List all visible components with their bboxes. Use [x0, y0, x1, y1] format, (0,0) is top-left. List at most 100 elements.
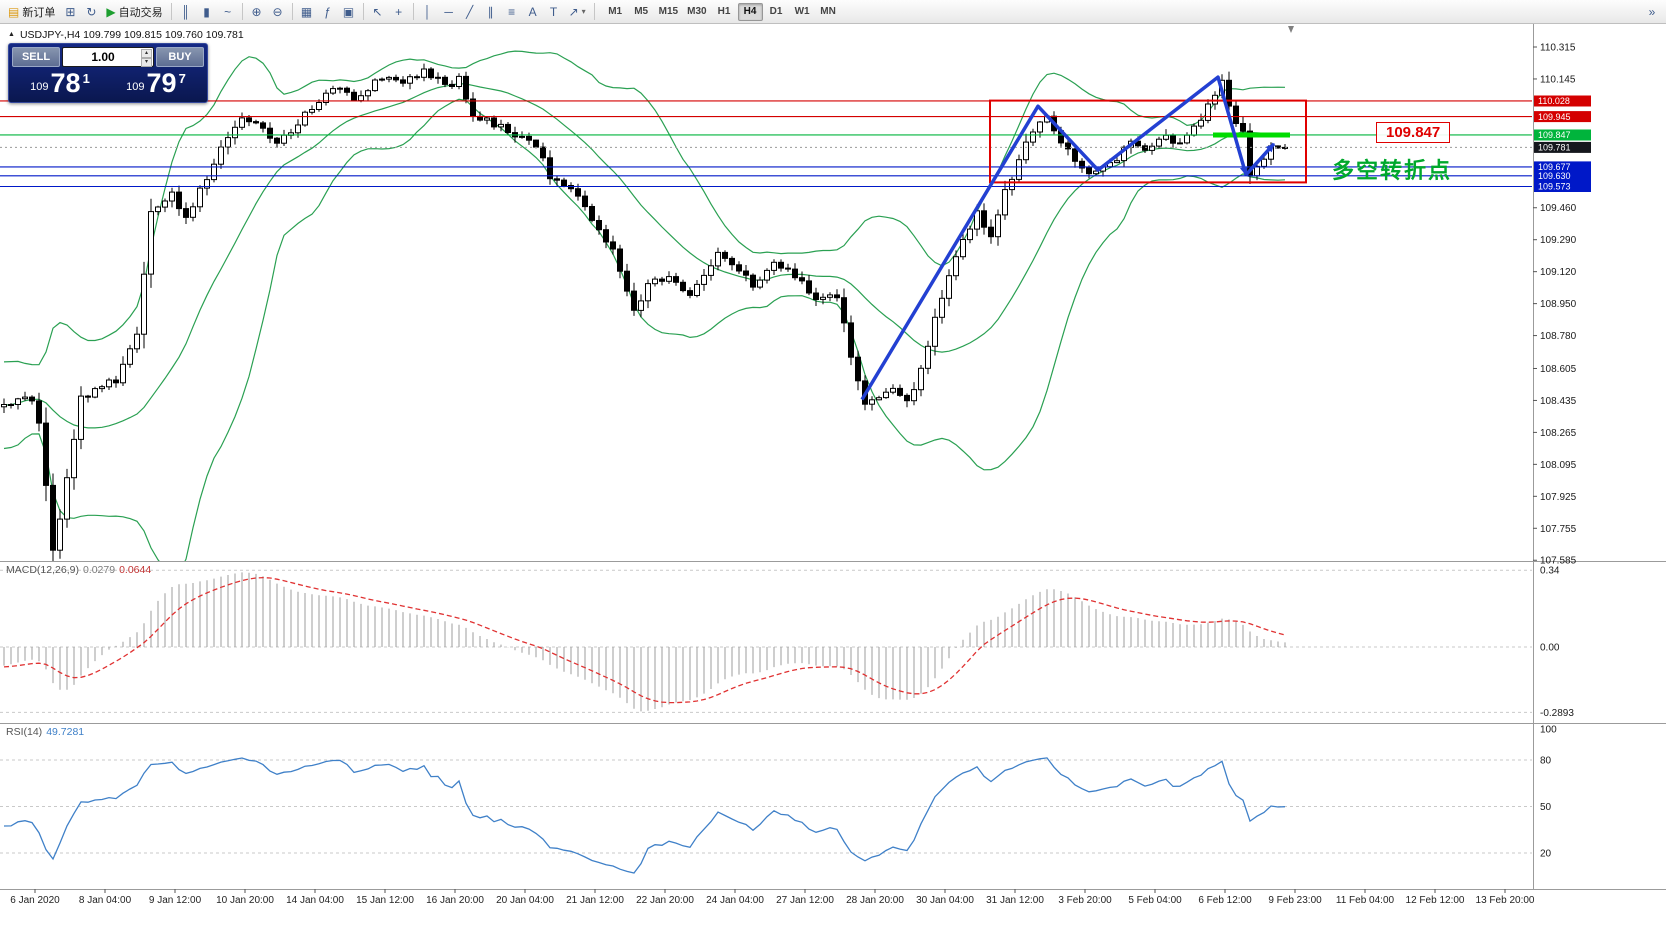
candle — [932, 308, 938, 356]
indicators-icon: ƒ — [324, 4, 331, 19]
timeframe-button-m30[interactable]: M30 — [683, 3, 710, 21]
candle — [197, 185, 203, 212]
candle — [379, 77, 385, 82]
candle — [813, 287, 819, 306]
time-label: 3 Feb 20:00 — [1058, 895, 1112, 906]
indicators-button[interactable]: ƒ — [318, 2, 338, 22]
timeframe-button-d1[interactable]: D1 — [764, 3, 789, 21]
new-order-button[interactable]: ▤ 新订单 — [4, 2, 59, 22]
buy-button[interactable]: BUY — [156, 47, 204, 67]
candle — [1149, 142, 1155, 155]
time-label: 8 Jan 04:00 — [79, 895, 132, 906]
main-chart-layer — [1, 50, 1288, 561]
toolbar-overflow-button[interactable]: » — [1642, 2, 1662, 22]
arrow-tools-button[interactable]: ↗ ▾ — [565, 2, 590, 22]
rsi-value: 49.7281 — [46, 726, 85, 738]
sell-price-prefix: 109 — [30, 81, 49, 93]
crosshair-button[interactable]: + — [389, 2, 409, 22]
bar-chart-button[interactable]: ║ — [176, 2, 196, 22]
time-label: 9 Jan 12:00 — [149, 895, 202, 906]
macd-name: MACD(12,26,9) — [6, 564, 79, 576]
candle — [834, 289, 840, 302]
bar-chart-icon: ║ — [181, 4, 190, 19]
templates-button[interactable]: ▣ — [339, 2, 359, 22]
time-label: 21 Jan 12:00 — [566, 895, 624, 906]
channel-button[interactable]: ∥ — [481, 2, 501, 22]
volume-input[interactable] — [63, 49, 153, 65]
volume-up-icon[interactable]: ▴ — [141, 49, 152, 58]
price-tag — [1534, 141, 1591, 153]
candle — [659, 276, 665, 286]
one-click-collapse-icon[interactable]: ▲ — [8, 31, 15, 38]
candle — [568, 182, 574, 193]
zoom-out-button[interactable]: ⊖ — [268, 2, 288, 22]
macd-signal-line — [3, 576, 1286, 704]
trendline-button[interactable]: ╱ — [460, 2, 480, 22]
auto-trading-button[interactable]: ▶ 自动交易 — [102, 2, 166, 22]
buy-price[interactable]: 109 79 7 — [108, 69, 204, 99]
price-tag — [1534, 95, 1591, 107]
trend-zigzag[interactable] — [860, 75, 1248, 401]
time-label: 30 Jan 04:00 — [916, 895, 974, 906]
trend-zigzag-tail[interactable] — [1244, 142, 1276, 176]
candle — [806, 275, 812, 296]
sell-button[interactable]: SELL — [12, 47, 60, 67]
cursor-icon: ↖ — [372, 4, 383, 19]
candle — [540, 142, 546, 162]
tile-windows-button[interactable]: ▦ — [297, 2, 317, 22]
templates-icon: ▣ — [342, 4, 355, 19]
price-tag-label: 109.677 — [1538, 162, 1571, 172]
chart-shift-marker[interactable] — [1288, 26, 1294, 33]
rsi-line — [3, 757, 1286, 874]
timeframe-button-w1[interactable]: W1 — [790, 3, 815, 21]
one-click-trading-panel: SELL ▴ ▾ BUY 109 78 1 109 79 7 — [8, 43, 208, 103]
time-label: 5 Feb 04:00 — [1128, 895, 1182, 906]
zoom-in-button[interactable]: ⊕ — [247, 2, 267, 22]
zoom-in-icon: ⊕ — [251, 4, 262, 19]
refresh-button[interactable]: ↻ — [81, 2, 101, 22]
fibonacci-button[interactable]: ≡ — [502, 2, 522, 22]
price-tag — [1534, 181, 1591, 192]
candle — [204, 175, 210, 196]
time-label: 6 Feb 12:00 — [1198, 895, 1252, 906]
candle — [764, 268, 770, 284]
candlestick-chart-button[interactable]: ▮ — [197, 2, 217, 22]
candle — [36, 392, 42, 432]
price-tick: 110.145 — [1540, 74, 1576, 85]
candles-layer — [1, 63, 1288, 561]
timeframe-button-m5[interactable]: M5 — [629, 3, 654, 21]
horizontal-line-button[interactable]: ─ — [439, 2, 459, 22]
charts-button[interactable]: ⊞ — [60, 2, 80, 22]
label-tool-button[interactable]: T — [544, 2, 564, 22]
candle — [827, 292, 833, 302]
cursor-button[interactable]: ↖ — [368, 2, 388, 22]
timeframe-button-m15[interactable]: M15 — [655, 3, 682, 21]
timeframe-button-m1[interactable]: M1 — [603, 3, 628, 21]
turning-point-annotation[interactable]: 多空转折点 — [1332, 158, 1453, 183]
price-annotation[interactable]: 109.847 — [1376, 122, 1451, 143]
candle — [547, 150, 553, 185]
candle — [785, 263, 791, 272]
rsi-tick: 20 — [1540, 849, 1552, 860]
new-order-label: 新订单 — [22, 6, 56, 19]
time-label: 24 Jan 04:00 — [706, 895, 764, 906]
timeframe-button-mn[interactable]: MN — [816, 3, 841, 21]
analysis-rectangle[interactable] — [989, 99, 1307, 184]
line-chart-button[interactable]: ~ — [218, 2, 238, 22]
candle — [92, 386, 98, 399]
vertical-line-button[interactable]: │ — [418, 2, 438, 22]
volume-down-icon[interactable]: ▾ — [141, 58, 152, 67]
candle — [988, 219, 994, 244]
timeframe-button-h1[interactable]: H1 — [712, 3, 737, 21]
text-tool-button[interactable]: A — [523, 2, 543, 22]
candle — [505, 122, 511, 136]
sell-price[interactable]: 109 78 1 — [12, 69, 108, 99]
overflow-icon: » — [1648, 4, 1656, 19]
candle — [302, 110, 308, 127]
macd-value: 0.0279 — [82, 564, 116, 576]
price-tick: 107.925 — [1540, 492, 1577, 503]
candle — [869, 396, 875, 411]
timeframe-button-h4[interactable]: H4 — [737, 2, 763, 21]
